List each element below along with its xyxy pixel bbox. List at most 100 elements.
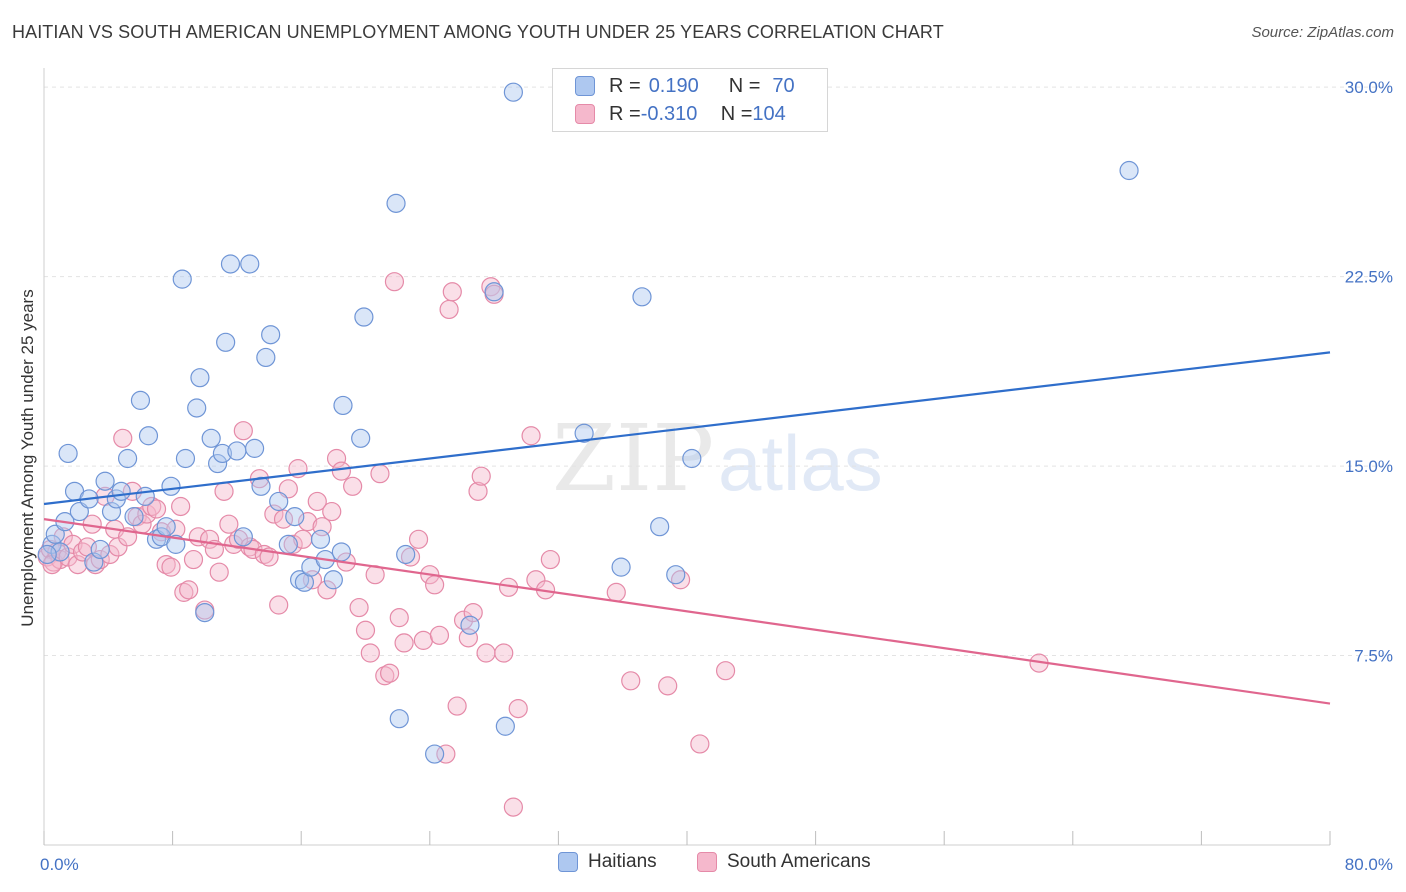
south-american-point <box>494 643 514 663</box>
south-american-point <box>214 481 234 501</box>
data-points <box>37 82 1139 817</box>
axes <box>43 68 1331 846</box>
south-american-point <box>425 575 445 595</box>
south-american-point <box>521 426 541 446</box>
south-american-point <box>317 580 337 600</box>
haitian-point <box>354 307 374 327</box>
haitian-point <box>278 534 298 554</box>
south-americans-trend-line <box>43 518 1331 705</box>
south-american-point <box>658 676 678 696</box>
south-american-point <box>331 461 351 481</box>
haitian-point <box>244 438 265 458</box>
south-american-point <box>360 643 380 663</box>
south-american-point <box>171 496 191 517</box>
source-label: Source: ZipAtlas.com <box>1251 24 1394 41</box>
haitian-point <box>396 544 416 565</box>
correlation-legend: R = 0.190 N = 70 R = -0.310 N = 104 <box>552 68 828 132</box>
south-american-point <box>233 421 253 441</box>
haitian-point <box>220 254 241 274</box>
haitian-point <box>484 282 504 302</box>
legend-r-label: R = <box>609 74 641 97</box>
haitian-point <box>495 716 515 736</box>
south-american-point <box>453 610 474 630</box>
tick-labels: 7.5% 15.0% 22.5% 30.0% 0.0% 80.0% <box>40 78 1393 874</box>
haitian-point <box>256 347 276 368</box>
south-american-point <box>146 499 167 519</box>
haitian-point <box>212 443 233 464</box>
haitian-point <box>389 709 409 729</box>
haitian-point <box>261 325 281 345</box>
haitians-trend-line <box>43 351 1331 506</box>
haitian-point <box>161 476 181 496</box>
haitian-point <box>95 471 115 491</box>
south-american-point <box>471 466 491 486</box>
haitian-point <box>1119 160 1139 181</box>
south-american-point <box>429 625 450 645</box>
legend-row-haitians: R = 0.190 N = 70 <box>575 73 795 99</box>
haitian-point <box>90 539 110 560</box>
haitian-point <box>156 517 176 537</box>
chart-title: HAITIAN VS SOUTH AMERICAN UNEMPLOYMENT A… <box>12 22 944 42</box>
haitian-point <box>331 542 351 562</box>
haitian-point <box>130 390 151 410</box>
watermark: ZIP atlas <box>552 405 883 512</box>
south-american-point <box>621 671 641 691</box>
south-americans-swatch <box>697 852 717 872</box>
south-american-point <box>468 481 488 501</box>
south-american-point <box>540 549 560 570</box>
bottom-legend-label: Haitians <box>588 851 657 872</box>
south-american-point <box>476 643 496 663</box>
legend-n-label: N = <box>720 102 753 125</box>
haitian-point <box>632 287 652 307</box>
haitian-point <box>101 501 122 522</box>
south-american-point <box>264 504 284 524</box>
south-american-point <box>370 464 390 484</box>
haitian-point <box>117 448 138 469</box>
legend-n-value: 104 <box>752 102 786 125</box>
south-american-point <box>384 272 405 292</box>
haitian-point <box>190 368 210 388</box>
x-tick-label: 0.0% <box>40 855 79 874</box>
south-american-point <box>179 580 199 600</box>
legend-r-label: R = <box>609 102 641 125</box>
grid-lines <box>44 86 1390 657</box>
haitian-point <box>208 453 228 474</box>
haitian-point <box>650 517 670 537</box>
south-american-point <box>209 562 229 582</box>
haitian-point <box>666 565 686 585</box>
south-americans-swatch <box>575 104 595 124</box>
haitian-point <box>138 426 159 446</box>
haitian-point <box>216 332 236 352</box>
haitian-point <box>240 254 260 274</box>
haitian-point <box>333 395 353 416</box>
south-american-point <box>100 544 120 565</box>
haitian-point <box>285 507 305 527</box>
south-american-point <box>606 582 626 602</box>
haitian-point <box>187 398 207 418</box>
south-american-point <box>380 663 400 683</box>
y-tick-label: 22.5% <box>1345 268 1393 287</box>
haitian-point <box>172 269 192 289</box>
legend-row-south-americans: R = -0.310 N = 104 <box>575 101 786 127</box>
haitian-point <box>124 507 144 527</box>
y-tick-label: 30.0% <box>1345 78 1393 97</box>
south-american-point <box>436 744 456 764</box>
haitian-point <box>386 193 406 213</box>
haitian-point <box>201 428 221 448</box>
south-american-point <box>278 479 298 499</box>
south-american-point <box>349 597 369 618</box>
south-american-point <box>343 476 363 496</box>
south-american-point <box>326 448 347 469</box>
south-american-point <box>690 734 710 754</box>
south-american-point <box>122 481 143 501</box>
south-american-point <box>447 696 467 716</box>
bottom-legend-haitians: Haitians <box>558 851 657 873</box>
x-tick-label: 80.0% <box>1345 855 1393 874</box>
south-american-point <box>273 509 294 529</box>
watermark-zip: ZIP <box>552 405 714 512</box>
haitian-point <box>135 486 155 506</box>
legend-r-value: -0.310 <box>640 102 698 125</box>
legend-n-label: N = <box>728 74 761 97</box>
legend-n-value: 70 <box>772 74 795 97</box>
